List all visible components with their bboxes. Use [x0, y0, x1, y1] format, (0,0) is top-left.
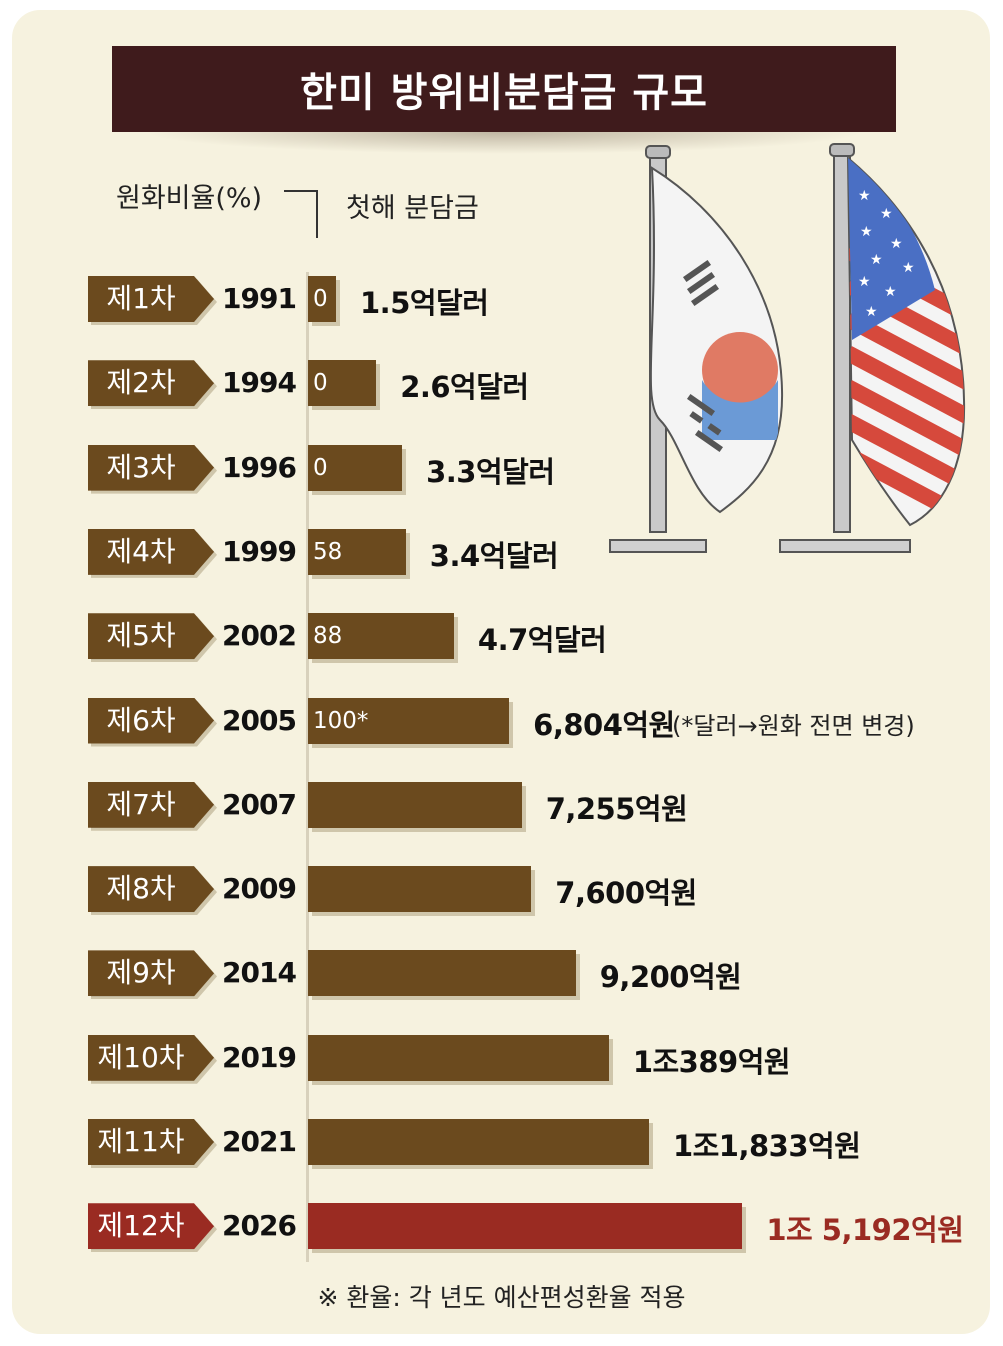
round-tag: 제1차 [88, 276, 214, 322]
svg-text:★: ★ [890, 236, 903, 252]
round-label: 제3차 [106, 450, 176, 484]
bar [308, 276, 336, 322]
bar [308, 1203, 743, 1250]
year-label: 1996 [222, 450, 297, 484]
amount-label: 1조389억원 [632, 1044, 791, 1079]
round-label: 제6차 [106, 703, 176, 737]
amount-label: 3.3억달러 [426, 454, 555, 489]
amount-label: 3.4억달러 [429, 538, 559, 573]
round-label: 제9차 [106, 956, 176, 990]
header-bracket [284, 190, 318, 238]
round-label: 제12차 [97, 1209, 185, 1243]
year-label: 1994 [222, 366, 297, 400]
infographic-card: 한미 방위비분담금 규모 [12, 10, 990, 1334]
svg-text:★: ★ [880, 206, 893, 222]
bar [308, 781, 522, 828]
axis-line [306, 272, 309, 1262]
year-label: 1991 [222, 282, 297, 315]
round-tag: 제6차 [88, 697, 214, 744]
amount-label: 7,255억원 [545, 791, 688, 826]
round-label: 제10차 [97, 1040, 185, 1074]
bar [308, 1034, 609, 1081]
round-tag: 제3차 [88, 444, 214, 491]
won-ratio-label: 0 [313, 370, 328, 397]
amount-label: 6,804억원 [533, 707, 675, 742]
bar [308, 528, 406, 575]
title-bar: 한미 방위비분담금 규모 [112, 46, 896, 132]
bar [308, 360, 377, 407]
round-label: 제11차 [97, 1125, 185, 1158]
bar [308, 613, 454, 660]
exchange-rate-footnote: ※ 환율: 각 년도 예산편성환율 적용 [317, 1283, 686, 1312]
round-tag: 제9차 [88, 950, 214, 997]
ratio-column-header: 원화비율(%) [116, 183, 263, 214]
svg-text:★: ★ [858, 188, 871, 204]
currency-change-note: (*달러→원화 전면 변경) [672, 711, 915, 740]
year-label: 2026 [222, 1209, 297, 1243]
svg-text:★: ★ [884, 284, 897, 300]
svg-text:★: ★ [902, 260, 915, 276]
round-label: 제2차 [106, 366, 176, 400]
won-ratio-label: 100* [313, 707, 369, 734]
round-label: 제8차 [106, 872, 176, 906]
won-ratio-label: 0 [313, 454, 328, 481]
year-label: 2007 [222, 787, 297, 821]
round-label: 제1차 [106, 282, 176, 315]
amount-label: 1조1,833억원 [672, 1129, 861, 1163]
bar [308, 1119, 649, 1165]
bar [308, 866, 532, 913]
amount-label: 4.7억달러 [477, 623, 607, 658]
south-korea-flag [609, 145, 784, 553]
round-tag: 제4차 [88, 528, 214, 575]
year-label: 2014 [222, 956, 297, 990]
svg-text:★: ★ [860, 224, 873, 240]
flags-illustration: ★★ ★★ ★ ★ ★★ ★ [609, 143, 966, 553]
bar [308, 950, 576, 997]
year-label: 1999 [222, 534, 297, 568]
chart-title: 한미 방위비분담금 규모 [300, 70, 708, 116]
won-ratio-label: 58 [313, 538, 343, 565]
won-ratio-label: 0 [313, 286, 328, 312]
amount-label: 1조 5,192억원 [766, 1213, 964, 1248]
round-label: 제5차 [106, 619, 176, 653]
round-tag: 제10차 [88, 1034, 214, 1081]
year-label: 2009 [222, 872, 297, 906]
round-tag: 제11차 [88, 1119, 214, 1165]
round-label: 제7차 [106, 787, 176, 821]
round-tag: 제8차 [88, 866, 214, 913]
year-label: 2005 [222, 703, 297, 737]
amount-column-header: 첫해 분담금 [346, 193, 479, 224]
title-shadow [142, 132, 866, 154]
round-tag: 제2차 [88, 360, 214, 407]
svg-text:★: ★ [865, 304, 878, 320]
usa-flag: ★★ ★★ ★ ★ ★★ ★ [779, 143, 966, 553]
year-label: 2002 [222, 619, 297, 653]
round-label: 제4차 [106, 534, 176, 568]
amount-label: 2.6억달러 [400, 370, 529, 405]
bar [308, 697, 510, 744]
bar [308, 444, 403, 491]
round-tag: 제7차 [88, 781, 214, 828]
svg-text:★: ★ [858, 274, 871, 290]
amount-label: 1.5억달러 [360, 286, 489, 320]
svg-text:★: ★ [870, 252, 883, 268]
round-tag: 제12차 [88, 1203, 214, 1250]
amount-label: 9,200억원 [599, 960, 742, 995]
amount-label: 7,600억원 [555, 876, 697, 911]
year-label: 2019 [222, 1040, 297, 1074]
year-label: 2021 [222, 1125, 297, 1158]
round-tag: 제5차 [88, 613, 214, 660]
won-ratio-label: 88 [313, 623, 343, 650]
